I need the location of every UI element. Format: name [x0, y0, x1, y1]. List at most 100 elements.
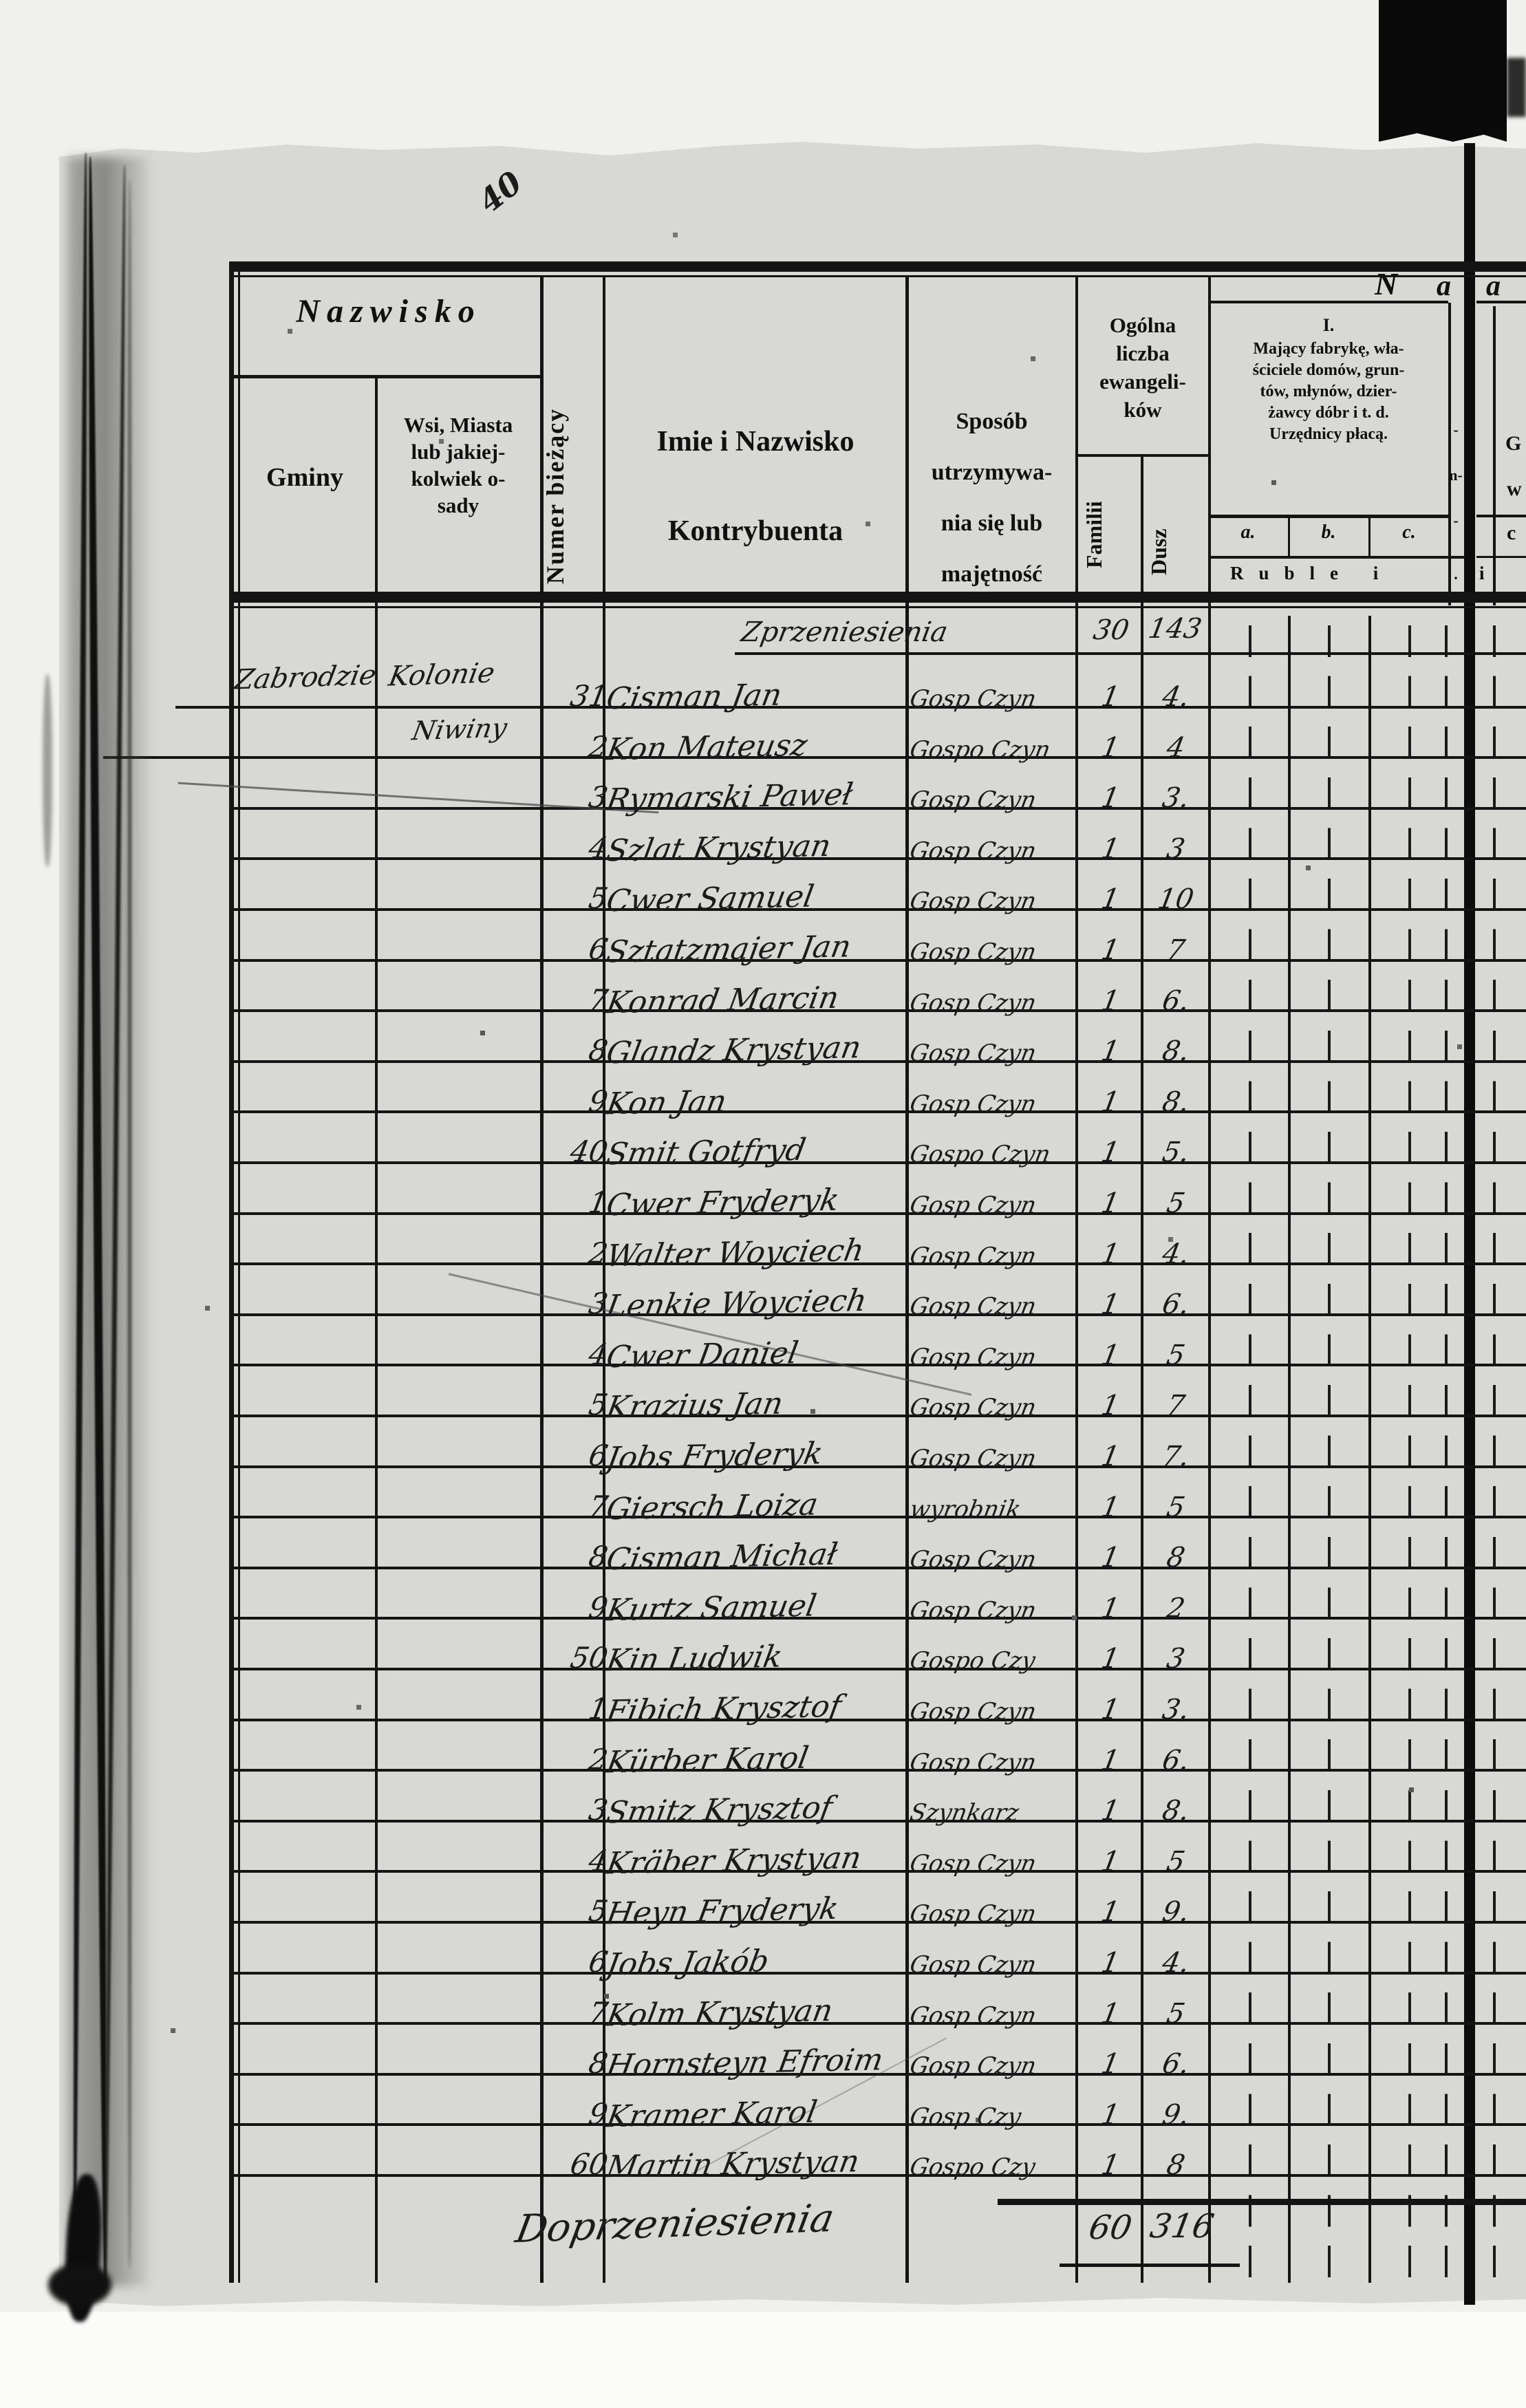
header-section1-numeral: I. — [1322, 315, 1335, 335]
table-row: 4 Cwer Daniel Gosp Czyn 1 5 — [230, 1313, 1526, 1375]
table-row: 9 Kon Jan Gosp Czyn 1 8. — [230, 1060, 1526, 1121]
table-vertical-line — [603, 277, 605, 2283]
families-count: 1 — [1099, 2149, 1122, 2182]
table-horizontal-line — [229, 275, 1526, 277]
table-row: 6 Jobs Jakób Gosp Czyn 1 4. — [230, 1921, 1526, 1982]
table-row-line — [230, 1161, 1526, 1164]
header-nazwisko: Nazwisko — [296, 293, 482, 330]
photo-black-band — [1379, 0, 1507, 142]
table-row: 31 Cisman Jan Gosp Czyn 1 4. — [230, 655, 1526, 717]
table-horizontal-line — [1476, 301, 1526, 303]
table-row-line — [230, 1769, 1526, 1772]
table-row-line — [230, 1820, 1526, 1823]
table-row-line — [230, 1921, 1526, 1924]
table-row-line — [175, 706, 1526, 709]
spine-blotch — [48, 2264, 111, 2306]
header-dusz: Dusz — [1146, 528, 1171, 575]
table-vertical-line — [1368, 516, 1371, 557]
right-section-fragment: w — [1507, 477, 1522, 500]
table-vertical-line — [238, 272, 240, 2283]
table-row: 1 Fibich Krysztof Gosp Czyn 1 3. — [230, 1668, 1526, 1730]
carry-forward-label: Zprzeniesienia — [738, 616, 950, 648]
header-ruble: Ruble i — [1230, 563, 1394, 583]
table-horizontal-line — [1208, 556, 1464, 559]
table-row: 5 Cwer Samuel Gosp Czyn 1 10 — [230, 857, 1526, 919]
header-ogolna: Ogólna liczba ewangeli-ków — [1099, 313, 1186, 422]
table-horizontal-line — [1075, 454, 1208, 457]
table-vertical-line — [375, 378, 378, 2283]
header-gminy: Gminy — [266, 463, 343, 492]
table-row: 3 Smitz Krysztof Szynkarz 1 8. — [230, 1769, 1526, 1830]
header-col-c: c. — [1402, 522, 1416, 543]
table-row-line — [103, 756, 1526, 759]
table-row: 3 Lenkie Woyciech Gosp Czyn 1 6. — [230, 1262, 1526, 1324]
edge-dark-patch — [1507, 58, 1526, 117]
table-row: 3 Rymarski Paweł Gosp Czyn 1 3. — [230, 756, 1526, 817]
strip-fragment: - — [1453, 512, 1459, 529]
table-horizontal-line — [229, 592, 1526, 603]
souls-count: 8 — [1164, 2149, 1188, 2182]
header-col-b: b. — [1321, 522, 1336, 543]
table-row-line — [230, 1009, 1526, 1012]
table-row: 2 Walter Woyciech Gosp Czyn 1 4. — [230, 1212, 1526, 1273]
table-row-line — [230, 1212, 1526, 1215]
document-page — [59, 142, 1526, 2306]
table-vertical-line — [1075, 277, 1078, 2283]
table-row-line — [230, 1617, 1526, 1620]
header-imie-line2: Kontrybuenta — [667, 515, 843, 547]
table-row: 40 Smit Gotfryd Gospo Czyn 1 5. — [230, 1110, 1526, 1172]
table-row-line — [230, 1465, 1526, 1468]
table-horizontal-line — [229, 375, 542, 378]
table-horizontal-line — [735, 652, 1526, 655]
table-row: 6 Sztatzmajer Jan Gosp Czyn 1 7 — [230, 908, 1526, 969]
table-row: 60 Martin Krystyan Gospo Czy 1 8 — [230, 2123, 1526, 2184]
table-row: 8 Glandz Krystyan Gosp Czyn 1 8. — [230, 1009, 1526, 1071]
header-familii: Familii — [1082, 501, 1106, 568]
table-row-line — [230, 1060, 1526, 1063]
table-row: 7 Kolm Krystyan Gosp Czyn 1 5 — [230, 1972, 1526, 2033]
table-row: 4 Kräber Krystyan Gosp Czyn 1 5 — [230, 1820, 1526, 1881]
table-vertical-line — [1141, 455, 1143, 2283]
header-fragment-a2: a — [1486, 270, 1501, 302]
table-row: 8 Cisman Michał Gosp Czyn 1 8 — [230, 1516, 1526, 1578]
header-ruble-i-right: i — [1479, 563, 1485, 583]
table-vertical-line — [1208, 277, 1211, 2283]
table-horizontal-line — [1060, 2264, 1240, 2267]
table-row-line — [230, 1364, 1526, 1366]
table-row-line — [230, 857, 1526, 860]
table-row-line — [230, 1415, 1526, 1417]
header-section1-text: Mający fabrykę, wła-ściciele domów, grun… — [1252, 340, 1405, 443]
table-row-line — [230, 1972, 1526, 1975]
header-imie-line1: Imie i Nazwisko — [656, 426, 855, 458]
header-wsi: Wsi, Miasta lub jakiej-kolwiek o-sady — [403, 413, 513, 517]
table-vertical-line — [540, 277, 544, 2283]
table-vertical-line — [1288, 616, 1291, 2283]
table-row: 4 Szlat Krystyan Gosp Czyn 1 3 — [230, 807, 1526, 868]
occupation: Gospo Czy — [907, 2153, 1038, 2182]
spine-blotch — [43, 674, 52, 867]
table-horizontal-line — [229, 606, 1526, 608]
strip-fragment: - — [1453, 421, 1459, 438]
table-row-line — [230, 2073, 1526, 2076]
table-row: 5 Heyn Fryderyk Gosp Czyn 1 9. — [230, 1870, 1526, 1932]
table-row-line — [230, 2123, 1526, 2126]
table-row-line — [230, 1262, 1526, 1265]
carry-total-dusz: 316 — [1147, 2207, 1217, 2246]
table-horizontal-line — [1208, 515, 1448, 518]
table-row: 1 Cwer Fryderyk Gosp Czyn 1 5 — [230, 1161, 1526, 1223]
carry-forward-dusz: 143 — [1146, 613, 1205, 645]
header-sposob: Sposób utrzymywa-nia się lub majętność — [931, 409, 1053, 587]
spine-streak — [128, 180, 131, 2268]
carry-forward-familii: 30 — [1090, 614, 1132, 646]
table-row-line — [230, 2022, 1526, 2025]
paper-speckles — [0, 0, 2, 2]
table-row-line — [230, 1870, 1526, 1873]
table-row: 2 Kürber Karol Gosp Czyn 1 6. — [230, 1719, 1526, 1780]
table-vertical-line — [1249, 616, 1251, 2283]
table-horizontal-line — [229, 261, 1526, 272]
table-vertical-line — [1328, 616, 1331, 2283]
table-vertical-line — [1493, 616, 1496, 2283]
table-horizontal-line — [1208, 301, 1448, 303]
table-horizontal-line — [998, 2199, 1526, 2205]
table-row-line — [230, 1668, 1526, 1670]
